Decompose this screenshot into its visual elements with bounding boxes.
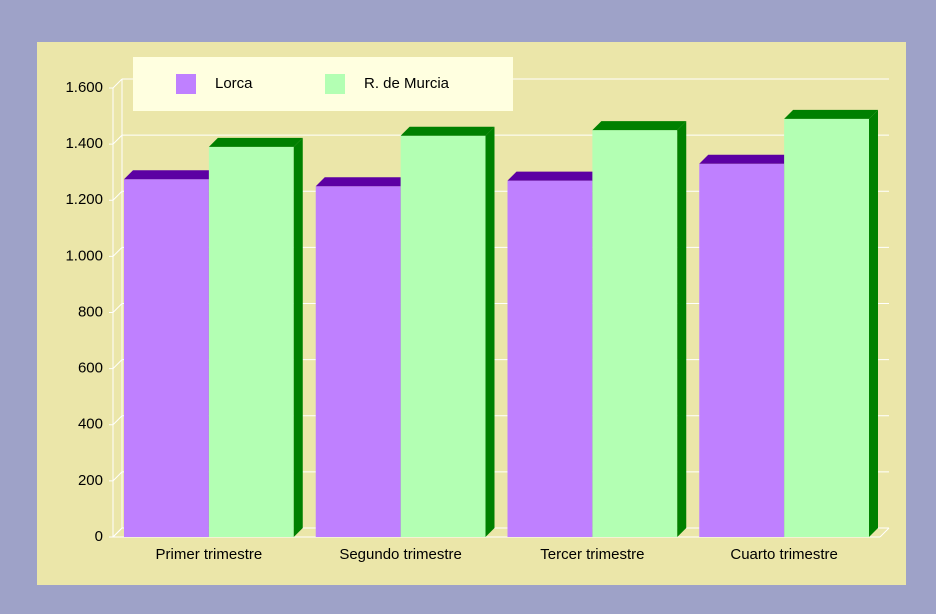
- y-tick-label: 600: [78, 360, 103, 377]
- bar: [124, 179, 209, 537]
- x-tick-label: Segundo trimestre: [339, 546, 462, 563]
- bar: [315, 186, 401, 537]
- y-tick-label: 0: [95, 528, 103, 545]
- legend-label: Lorca: [215, 75, 253, 92]
- bar-top: [699, 154, 794, 164]
- grid-line: [112, 527, 123, 538]
- grid-line: [112, 134, 123, 145]
- y-tick-label: 200: [78, 472, 103, 489]
- bar-top: [507, 171, 602, 181]
- bar-side: [485, 126, 495, 538]
- grid-line: [112, 303, 123, 313]
- x-tick-label: Primer trimestre: [156, 546, 263, 563]
- bar: [592, 130, 678, 537]
- x-tick-label: Tercer trimestre: [540, 546, 644, 563]
- legend-swatch: [325, 74, 345, 94]
- y-tick-label: 800: [78, 303, 103, 320]
- bar-side: [869, 109, 878, 538]
- y-tick-label: 1.600: [65, 79, 103, 96]
- grid-line: [112, 247, 123, 257]
- legend-label: R. de Murcia: [364, 75, 450, 92]
- y-tick-label: 400: [78, 416, 103, 433]
- bar: [507, 180, 593, 537]
- y-tick-label: 1.000: [65, 247, 103, 264]
- bar-top: [315, 177, 410, 187]
- bar-top: [208, 137, 303, 147]
- y-tick-label: 1.400: [65, 135, 103, 152]
- bar-top: [124, 170, 218, 180]
- bar: [699, 163, 785, 538]
- bar-side: [677, 121, 687, 537]
- bar: [784, 118, 869, 538]
- floor-edge: [879, 527, 890, 538]
- bar-side: [293, 137, 303, 537]
- y-tick-label: 1.200: [65, 191, 103, 208]
- bar-top: [400, 126, 495, 136]
- bar-top: [784, 109, 878, 119]
- grid-line: [112, 359, 123, 369]
- legend-swatch: [176, 74, 196, 94]
- bar: [400, 135, 486, 538]
- bar-top: [592, 121, 687, 131]
- grid-line: [112, 190, 123, 201]
- bar: [208, 146, 294, 537]
- legend: [133, 57, 513, 111]
- grid-line: [112, 78, 123, 89]
- grid-line: [112, 415, 123, 426]
- grid-line: [112, 471, 123, 482]
- x-tick-label: Cuarto trimestre: [730, 546, 838, 563]
